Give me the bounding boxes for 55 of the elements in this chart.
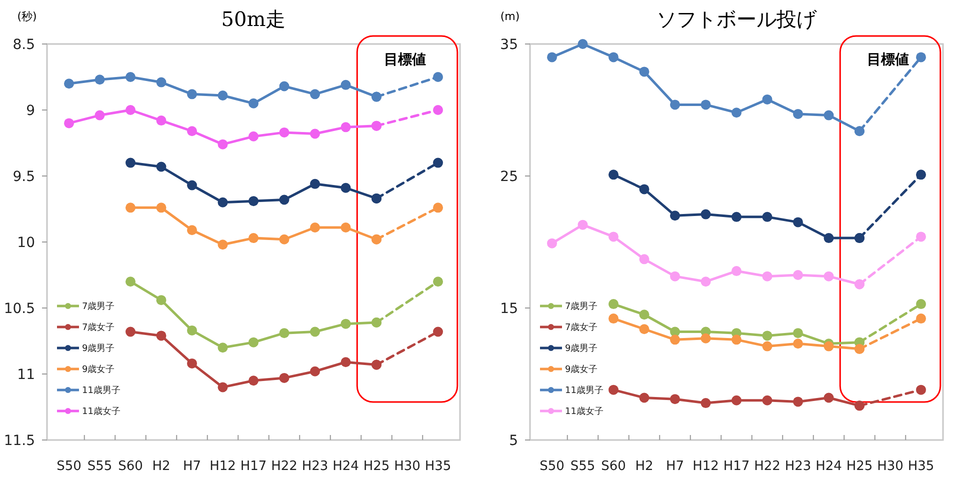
legend-label: 11歳男子 [565, 385, 604, 396]
x-tick-label: H12 [692, 459, 719, 474]
y-tick-label: 5 [509, 432, 518, 449]
y-tick-label: 11.5 [4, 432, 35, 449]
y-tick-label: 8.5 [12, 36, 35, 53]
x-tick-label: H22 [754, 459, 780, 474]
legend-label: 7歳男子 [565, 301, 598, 312]
x-tick-label: H17 [240, 459, 267, 474]
y-tick-label: 9.5 [12, 168, 35, 185]
legend-label: 9歳女子 [565, 364, 598, 376]
x-tick-label: H17 [723, 459, 750, 474]
y-tick-label: 10.5 [4, 300, 35, 317]
y-axis-title: (秒) [17, 10, 37, 23]
x-tick-label: H35 [424, 459, 452, 474]
x-tick-label: S60 [601, 459, 626, 474]
x-tick-label: H24 [816, 459, 842, 474]
annotation: 目標値 [867, 52, 909, 68]
x-tick-label: H35 [908, 459, 934, 474]
y-tick-label: 9 [26, 102, 35, 119]
annotation: 目標値 [384, 52, 426, 68]
chart-title: 50m走 [221, 7, 286, 31]
x-tick-label: H30 [877, 459, 904, 474]
x-tick-label: H2 [635, 459, 654, 474]
x-tick-label: S60 [118, 459, 143, 474]
legend-label: 7歳女子 [82, 322, 115, 334]
legend-label: 11歳男子 [82, 385, 120, 396]
y-tick-label: 15 [500, 300, 518, 317]
x-tick-label: H25 [846, 459, 873, 474]
y-tick-label: 25 [500, 168, 518, 185]
x-tick-label: H24 [332, 459, 359, 474]
y-axis-title: (m) [500, 10, 520, 23]
x-tick-label: H23 [784, 459, 812, 474]
x-tick-label: H30 [394, 459, 420, 474]
legend-label: 7歳女子 [565, 322, 598, 334]
legend-label: 7歳男子 [82, 301, 115, 312]
x-tick-label: S50 [540, 459, 564, 474]
chart-title: ソフトボール投げ [656, 7, 818, 31]
x-tick-label: H22 [271, 459, 298, 474]
x-tick-label: H2 [152, 459, 170, 474]
y-tick-label: 11 [17, 366, 35, 383]
y-tick-label: 10 [17, 234, 35, 251]
x-tick-label: S55 [570, 459, 596, 474]
legend-label: 11歳女子 [82, 406, 120, 418]
x-tick-label: H12 [210, 459, 236, 474]
x-tick-label: S50 [56, 459, 82, 474]
x-tick-label: H25 [363, 459, 390, 474]
x-tick-label: H7 [182, 459, 202, 474]
legend-label: 9歳女子 [82, 364, 115, 376]
legend-label: 9歳男子 [82, 343, 115, 354]
legend-label: 11歳女子 [565, 406, 604, 418]
legend-label: 9歳男子 [565, 343, 598, 354]
x-tick-label: H7 [666, 459, 684, 474]
x-tick-label: H23 [302, 459, 328, 474]
y-tick-label: 35 [500, 36, 518, 53]
x-tick-label: S55 [87, 459, 112, 474]
